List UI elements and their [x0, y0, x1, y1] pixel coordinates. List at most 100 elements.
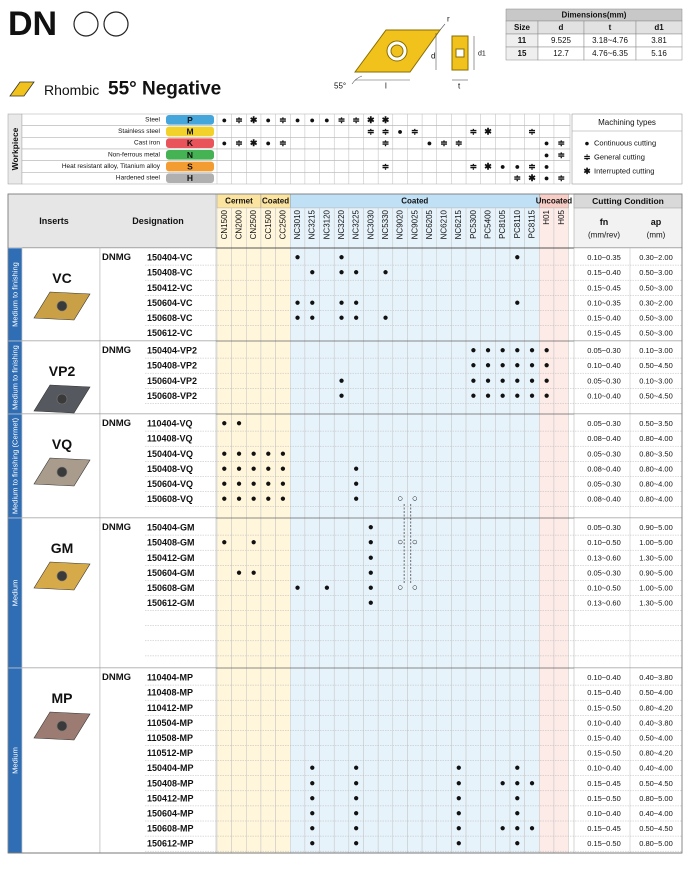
workpiece-name: Cast iron — [134, 140, 160, 147]
workpiece-symbol: ≑ — [440, 138, 448, 148]
grade-dot: ● — [485, 360, 491, 371]
grade-dot: ● — [353, 494, 359, 505]
workpiece-symbol: ● — [397, 127, 402, 137]
dims-value: 15 — [518, 49, 527, 58]
grade-name: H05 — [557, 209, 566, 224]
workpiece-symbol: ● — [515, 162, 520, 172]
fn-value: 0.10~0.35 — [587, 253, 621, 262]
grade-column — [480, 207, 496, 854]
grade-name: CC2500 — [278, 209, 287, 239]
grade-name: CN1500 — [220, 209, 229, 239]
grade-column — [436, 207, 452, 854]
ap-value: 1.30~5.00 — [639, 599, 673, 608]
dims-header: d1 — [654, 23, 664, 32]
grade-dot: ● — [251, 448, 257, 459]
insert-prefix: DNMG — [102, 672, 131, 683]
grade-dot: ● — [382, 312, 388, 323]
grade-name: CN2000 — [234, 209, 243, 239]
workpiece-symbol: ≑ — [382, 138, 390, 148]
grade-column — [216, 207, 232, 854]
grade-dot: ● — [309, 778, 315, 789]
fn-value: 0.05~0.30 — [587, 523, 621, 532]
grade-name: NC6205 — [425, 209, 434, 239]
fn-value: 0.10~0.35 — [587, 298, 621, 307]
workpiece-symbol: ● — [222, 138, 227, 148]
workpiece-badge — [166, 161, 214, 172]
grade-dot: ● — [514, 375, 520, 386]
ap-value: 0.90~5.00 — [639, 568, 673, 577]
grade-dot: ● — [353, 838, 359, 849]
fn-value: 0.15~0.40 — [587, 733, 621, 742]
grade-column — [553, 207, 569, 854]
designation: 110412-MP — [147, 703, 193, 713]
workpiece-symbol: ● — [544, 150, 549, 160]
grade-dot: ● — [485, 390, 491, 401]
grade-dot: ● — [353, 297, 359, 308]
ap-value: 1.00~5.00 — [639, 538, 673, 547]
insert-hole — [56, 393, 68, 405]
designation: 150608-MP — [147, 824, 194, 834]
condition-cell — [573, 517, 683, 669]
workpiece-symbol: ● — [544, 138, 549, 148]
fn-value: 0.13~0.60 — [587, 553, 621, 562]
shape-name: Rhombic — [44, 82, 99, 98]
cutting-condition-header: Cutting Condition — [592, 196, 664, 206]
page-title: DN — [8, 5, 57, 43]
grade-dot: ● — [368, 522, 374, 533]
designation: 150604-VC — [147, 298, 193, 308]
grade-dot: ● — [295, 582, 301, 593]
workpiece-symbol: ≑ — [528, 162, 536, 172]
ap-value: 0.10~3.00 — [639, 376, 673, 385]
grade-dot: ● — [236, 463, 242, 474]
option-symbol: ○ — [412, 582, 418, 593]
grade-column — [539, 207, 555, 854]
dims-header: t — [609, 23, 612, 32]
ap-value: 0.80~4.20 — [639, 703, 673, 712]
grade-column — [392, 207, 408, 854]
designation: 110408-VQ — [147, 434, 193, 444]
grade-dot: ● — [456, 823, 462, 834]
grade-dot: ● — [456, 793, 462, 804]
grade-dot: ● — [544, 345, 550, 356]
ap-value: 0.50~4.50 — [639, 361, 673, 370]
dims-title: Dimensions(mm) — [562, 11, 627, 20]
grade-dot: ● — [529, 375, 535, 386]
option-symbol: ○ — [412, 494, 418, 505]
ap-value: 0.80~4.00 — [639, 464, 673, 473]
fn-value: 0.10~0.40 — [587, 764, 621, 773]
workpiece-symbol: ≑ — [558, 138, 566, 148]
grade-column — [421, 207, 438, 854]
ap-value: 1.00~5.00 — [639, 583, 673, 592]
grade-dot: ● — [544, 375, 550, 386]
fn-value: 0.15~0.45 — [587, 329, 621, 338]
grade-dot: ● — [265, 478, 271, 489]
ap-value: 0.90~5.00 — [639, 523, 673, 532]
machining-type-symbol: ● — [584, 138, 589, 148]
grade-dot: ● — [353, 793, 359, 804]
grade-column — [231, 207, 247, 854]
grade-dot: ● — [265, 448, 271, 459]
grade-dot: ● — [485, 375, 491, 386]
workpiece-symbol: ● — [544, 162, 549, 172]
dims-value: 5.16 — [651, 49, 667, 58]
title-circle — [73, 11, 99, 37]
option-symbol: ○ — [397, 582, 403, 593]
section-label: Medium to finishing — [11, 262, 20, 327]
workpiece-symbol: ≑ — [470, 127, 478, 137]
designation: 150604-MP — [147, 808, 194, 818]
dims-value: 9.525 — [551, 36, 572, 45]
workpiece-badge — [166, 150, 214, 160]
fn-value: 0.10~0.40 — [587, 718, 621, 727]
workpiece-name: Stainless steel — [118, 128, 160, 135]
grade-dot: ● — [236, 567, 242, 578]
workpiece-badge — [166, 126, 214, 137]
grade-column — [246, 207, 262, 854]
shape-icon — [9, 81, 35, 97]
insert-name: VC — [52, 270, 71, 286]
diagram-label: t — [458, 82, 461, 91]
machining-type-label: Continuous cutting — [594, 139, 656, 148]
grade-dot: ● — [514, 763, 520, 774]
designation: 150404-VQ — [147, 449, 193, 459]
machining-type-symbol: ✱ — [583, 166, 591, 176]
ap-value: 0.40~3.80 — [639, 718, 673, 727]
